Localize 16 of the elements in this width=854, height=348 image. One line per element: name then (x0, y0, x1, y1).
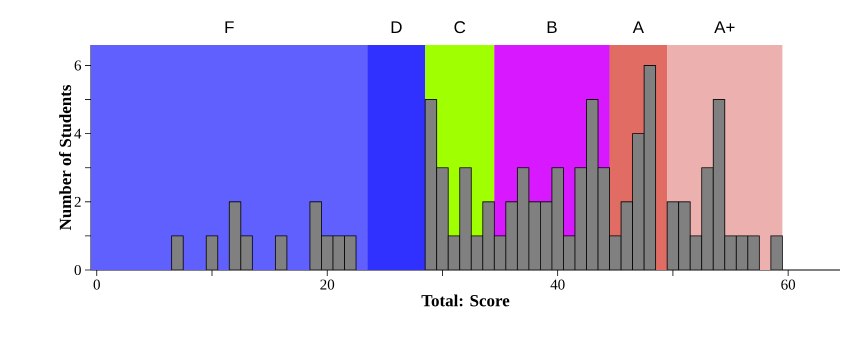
y-tick-label: 2 (74, 196, 81, 207)
x-tick-label: 0 (94, 280, 100, 290)
y-axis-title: Number of Students (59, 85, 72, 230)
x-tick-label: 60 (781, 280, 796, 290)
band-label: A (632, 21, 644, 33)
y-tick-label: 6 (74, 60, 82, 70)
band-label: F (225, 21, 234, 33)
band-label: D (392, 21, 402, 33)
y-tick-label: 4 (74, 128, 82, 139)
band-label: B (548, 21, 557, 33)
x-tick-label: 20 (320, 280, 334, 290)
x-tick-label: 40 (550, 280, 565, 290)
band-label: A+ (714, 21, 735, 33)
x-axis-title: Total: Score (422, 294, 510, 306)
y-tick-label: 0 (74, 264, 81, 276)
band-label: C (454, 21, 466, 34)
